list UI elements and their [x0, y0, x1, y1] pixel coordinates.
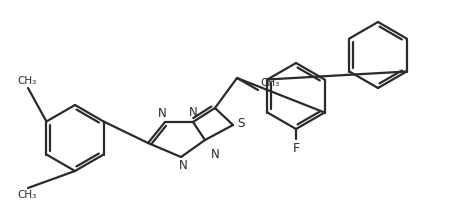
Text: N: N — [188, 106, 197, 119]
Text: CH₃: CH₃ — [17, 190, 36, 200]
Text: N: N — [210, 148, 219, 161]
Text: CH₃: CH₃ — [259, 78, 278, 88]
Text: CH₃: CH₃ — [17, 76, 36, 86]
Text: F: F — [292, 142, 299, 155]
Text: N: N — [178, 159, 187, 172]
Text: N: N — [157, 107, 166, 120]
Text: S: S — [237, 118, 244, 130]
